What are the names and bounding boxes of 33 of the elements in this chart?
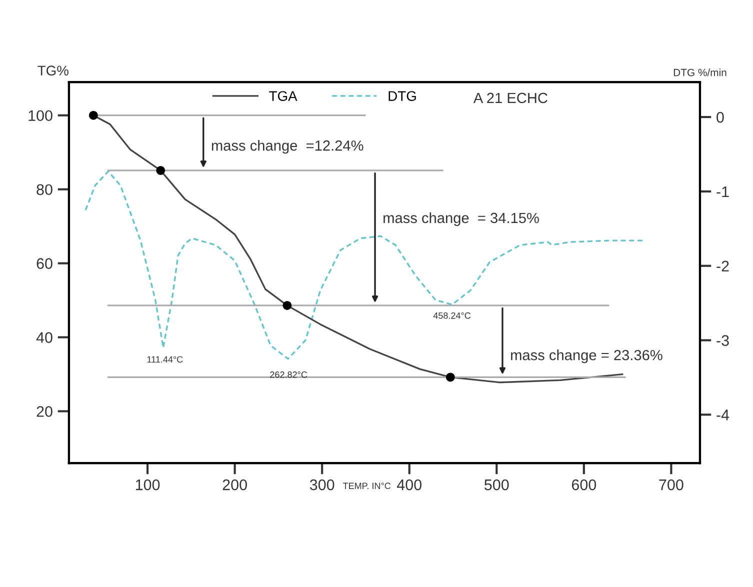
- x-tick-label: 100: [136, 479, 160, 490]
- y2-tick-label: -3: [716, 335, 729, 346]
- y-tick-label: 20: [36, 406, 52, 417]
- point: [88, 110, 98, 120]
- legend-label: DTG: [388, 91, 416, 101]
- x-tick-label: 700: [659, 479, 684, 490]
- point: [156, 166, 166, 175]
- y-axis-title: TG%: [38, 66, 68, 76]
- x-tick-label: 600: [572, 479, 596, 490]
- x-tick-label: 500: [484, 479, 509, 490]
- x-tick-label: 200: [222, 479, 247, 490]
- annotation: 262.82°C: [270, 371, 308, 378]
- y-tick-label: 80: [36, 184, 52, 196]
- annotation: mass change = 23.36%: [511, 350, 662, 364]
- annotation: mass change =12.24%: [212, 140, 364, 154]
- y2-tick-label: -2: [716, 260, 729, 272]
- legend-label: TGA: [269, 91, 298, 101]
- x-tick-label: 400: [396, 479, 422, 490]
- point: [282, 300, 292, 310]
- x-axis-title: TEMP. IN°C: [342, 482, 391, 490]
- y2-tick-label: 0: [716, 112, 724, 123]
- annotation: mass change = 34.15%: [384, 212, 539, 226]
- x-tick-label: 300: [310, 479, 334, 490]
- y-tick-label: 60: [36, 258, 52, 269]
- point: [446, 372, 455, 382]
- annotation: A 21 ECHC: [473, 92, 548, 104]
- y2-tick-label: -1: [716, 186, 729, 197]
- y2-axis-title: DTG %/min: [674, 68, 726, 76]
- annotation: 111.44°C: [147, 356, 183, 363]
- y-tick-label: 40: [36, 332, 52, 343]
- y-tick-label: 100: [28, 110, 52, 122]
- y2-tick-label: -4: [716, 410, 730, 420]
- annotation: 458.24°C: [433, 312, 471, 319]
